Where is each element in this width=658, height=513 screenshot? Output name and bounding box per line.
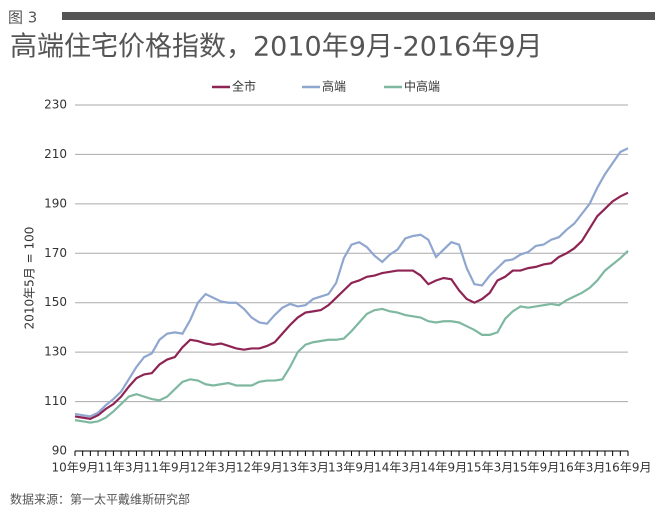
x-tick-label: 14年9月 <box>420 461 467 475</box>
y-axis-label: 2010年5月 = 100 <box>23 227 37 330</box>
legend-label: 全市 <box>232 79 256 94</box>
series-line <box>74 191 629 421</box>
series-line <box>74 250 629 424</box>
x-tick-label: 15年9月 <box>512 461 559 475</box>
x-tick-label: 14年3月 <box>374 461 421 475</box>
figure-label: 图 3 <box>8 9 37 27</box>
legend-label: 中高端 <box>404 79 440 94</box>
x-tick-label: 12年3月 <box>190 461 237 475</box>
x-tick-label: 12年9月 <box>236 461 283 475</box>
y-tick-label: 90 <box>52 444 67 458</box>
y-tick-label: 130 <box>44 345 67 359</box>
x-tick-label: 11年3月 <box>98 461 145 475</box>
legend-label: 高端 <box>322 79 346 94</box>
x-tick-label: 13年3月 <box>282 461 329 475</box>
x-tick-label: 15年3月 <box>466 461 513 475</box>
y-tick-label: 170 <box>44 246 67 260</box>
y-tick-label: 230 <box>44 98 67 112</box>
y-tick-label: 110 <box>44 394 67 408</box>
y-tick-label: 210 <box>44 147 67 161</box>
chart-title: 高端住宅价格指数，2010年9月-2016年9月 <box>10 32 543 63</box>
x-tick-label: 16年9月 <box>605 461 652 475</box>
x-tick-label: 13年9月 <box>328 461 375 475</box>
y-tick-label: 150 <box>44 295 67 309</box>
series-line <box>74 147 629 418</box>
x-tick-label: 16年3月 <box>558 461 605 475</box>
x-tick-label: 10年9月 <box>52 461 99 475</box>
x-tick-label: 11年9月 <box>144 461 191 475</box>
header-bar <box>62 12 655 20</box>
y-tick-label: 190 <box>44 196 67 210</box>
source: 数据来源：第一太平戴维斯研究部 <box>10 492 190 507</box>
